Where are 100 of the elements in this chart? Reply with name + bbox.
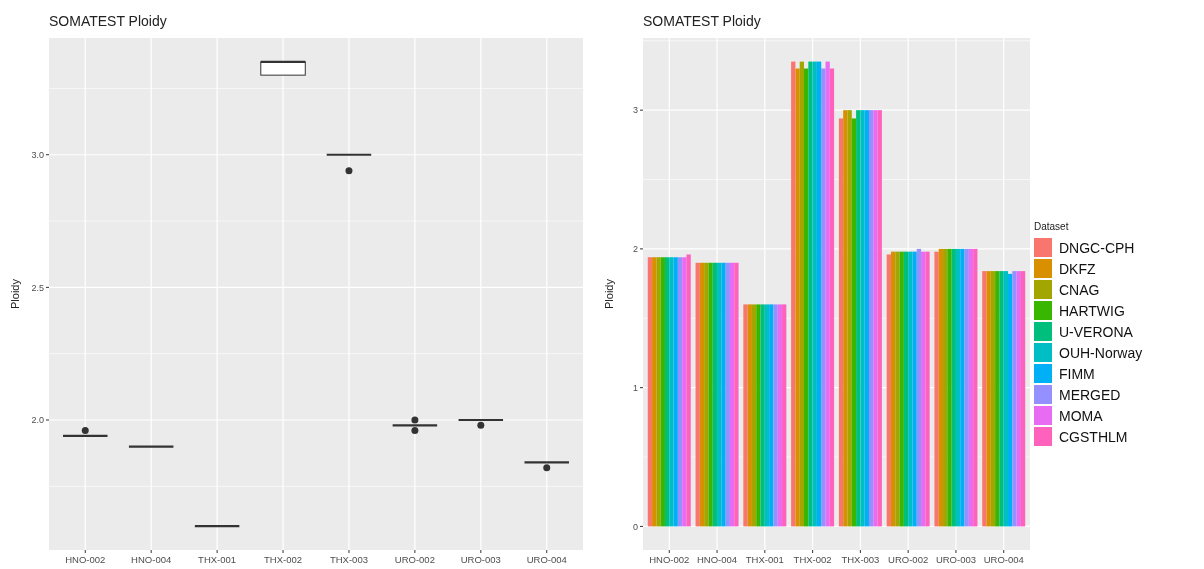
bar [856,110,861,527]
x-tick-label: HNO-002 [649,554,690,565]
bar [999,271,1004,527]
y-tick-label: 1 [632,382,638,393]
legend-label: U-VERONA [1059,323,1134,340]
bar [886,254,891,527]
bar [695,262,700,527]
bar [990,271,996,527]
bar [995,271,1000,527]
bar [947,248,952,527]
legend-label: CNAG [1059,281,1100,298]
x-tick-label: THX-003 [841,554,880,565]
bar [847,110,852,527]
bar [912,251,917,527]
bar [925,251,930,527]
bar [982,271,987,527]
bar [864,110,869,527]
bar [1008,273,1013,527]
bar [747,304,752,527]
bar [660,257,665,527]
chart-title: SOMATEST Ploidy [49,13,167,29]
bar [821,68,826,527]
legend-label: MOMA [1059,407,1104,424]
bar [734,262,739,527]
bar [968,248,974,527]
bar [725,262,730,527]
bar [708,262,713,527]
y-tick-label: 2.0 [31,415,44,426]
x-tick-label: URO-002 [888,554,929,565]
bar [877,110,882,527]
bar [838,118,844,527]
bar [782,304,787,527]
y-tick-label: 0 [632,521,638,532]
legend-label: MERGED [1059,386,1121,403]
bar [795,68,800,527]
bar [712,262,718,527]
bar [1020,271,1026,527]
legend-label: DNGC-CPH [1059,239,1135,256]
bar [873,110,878,527]
bar [829,68,835,527]
x-tick-label: URO-002 [394,554,435,565]
bar [673,257,678,527]
bar [973,248,978,527]
bar [908,251,913,527]
y-tick-label: 2 [632,244,638,255]
bar [669,257,674,527]
x-tick-label: HNO-004 [131,554,172,565]
bar [777,304,783,527]
bar [769,304,774,527]
x-tick-label: THX-002 [793,554,832,565]
x-tick-label: HNO-004 [696,554,738,565]
bar [960,248,965,527]
bar [955,248,961,527]
legend-label: FIMM [1059,365,1095,382]
bar [1003,271,1009,527]
bar [743,304,748,527]
bar [851,118,857,527]
bar [1016,271,1021,527]
bar [812,61,817,527]
bar [808,61,813,527]
bar [890,251,896,527]
bar [656,257,661,527]
bar [699,262,705,527]
x-tick-label: THX-001 [198,554,237,565]
y-tick-label: 2.5 [31,282,44,293]
bar [751,304,757,527]
legend-label: DKFZ [1059,260,1096,277]
bar [756,304,761,527]
bar [943,248,948,527]
x-tick-label: URO-003 [460,554,501,565]
bar [964,248,969,527]
chart-title: SOMATEST Ploidy [643,13,761,29]
legend-label: HARTWIG [1059,302,1125,319]
bar [721,262,726,527]
x-tick-label: URO-004 [983,554,1024,565]
bar [729,262,735,527]
bar [868,110,874,527]
bar [1012,271,1017,527]
bar [938,248,944,527]
legend-label: OUH-Norway [1059,344,1143,361]
y-tick-label: 3 [632,105,638,116]
bar [791,61,796,527]
bar [686,254,691,527]
bar [895,251,900,527]
bar [843,110,848,527]
x-tick-label: THX-003 [329,554,368,565]
bar [986,271,991,527]
bar [773,304,778,527]
bar [916,248,922,527]
bar [951,248,956,527]
bar [799,61,805,527]
bar [921,251,926,527]
bar [760,304,765,527]
x-tick-label: THX-002 [264,554,303,565]
bar [934,251,939,527]
x-tick-label: URO-004 [526,554,567,565]
bar [647,257,653,527]
bar [804,68,809,527]
bar [764,304,770,527]
bar [682,257,687,527]
